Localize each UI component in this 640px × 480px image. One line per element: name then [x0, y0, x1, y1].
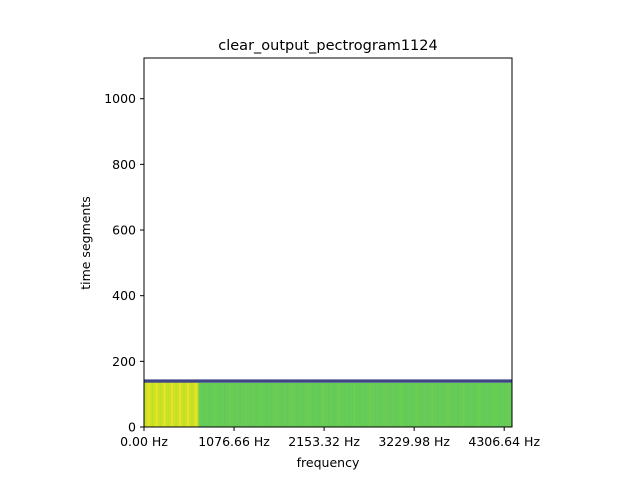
spectrogram-striation — [276, 382, 278, 427]
spectrogram-striation — [436, 382, 439, 427]
spectrogram-striation — [369, 382, 371, 427]
spectrogram-striation — [426, 382, 428, 427]
spectrogram-striation — [353, 382, 356, 427]
chart-title: clear_output_pectrogram1124 — [218, 38, 437, 54]
spectrogram-striation — [239, 382, 242, 427]
spectrogram-striation — [385, 382, 387, 427]
spectrogram-bright-striation — [144, 382, 146, 427]
spectrogram-striation — [286, 382, 288, 427]
spectrogram-striation — [359, 382, 361, 427]
spectrogram-striation — [224, 382, 226, 427]
spectrogram-striation — [400, 382, 402, 427]
spectrogram-striation — [499, 382, 501, 427]
spectrogram-striation — [348, 382, 350, 427]
spectrogram-bright-striation — [195, 382, 197, 427]
y-tick-label: 0 — [128, 420, 136, 435]
spectrogram-striation — [364, 382, 366, 427]
spectrogram-bright-striation — [171, 382, 174, 427]
spectrogram-striation — [442, 382, 444, 427]
y-tick-label: 600 — [112, 223, 136, 238]
plot-frame — [143, 57, 513, 428]
spectrogram-striation — [203, 382, 205, 427]
y-tick-label: 400 — [112, 288, 136, 303]
y-tick-label: 200 — [112, 354, 136, 369]
spectrogram-striation — [245, 382, 247, 427]
spectrogram-striation — [343, 382, 345, 427]
spectrogram-striation — [328, 382, 330, 427]
spectrogram-striation — [504, 382, 506, 427]
y-tick-label: 1000 — [104, 91, 136, 106]
spectrogram-striation — [379, 382, 382, 427]
spectrogram-striation — [410, 382, 413, 427]
spectrogram-bright-striation — [155, 382, 158, 427]
spectrogram-striation — [255, 382, 257, 427]
spectrogram-striation — [405, 382, 407, 427]
spectrogram-striation — [260, 382, 262, 427]
spectrogram-striation — [483, 382, 485, 427]
spectrogram-bright-striation — [167, 382, 170, 427]
spectrogram-striation — [462, 382, 465, 427]
spectrogram-striation — [317, 382, 319, 427]
spectrogram-striation — [250, 382, 252, 427]
spectrogram-striation — [395, 382, 397, 427]
spectrogram-boundary-band — [144, 379, 512, 383]
x-tick-label: 4306.64 Hz — [468, 434, 540, 449]
spectrogram-bright-striation — [147, 382, 150, 427]
spectrogram-striation — [421, 382, 423, 427]
spectrogram-striation — [488, 382, 490, 427]
y-axis: 0 200 400 600 800 1000 — [104, 91, 144, 435]
x-axis-label: frequency — [297, 455, 360, 470]
x-tick-label: 0.00 Hz — [120, 434, 168, 449]
spectrogram-striation — [473, 382, 475, 427]
spectrogram-bright-striation — [151, 382, 154, 427]
x-tick-label: 1076.66 Hz — [198, 434, 270, 449]
spectrogram-striation — [219, 382, 221, 427]
spectrogram-striation — [457, 382, 459, 427]
spectrogram-striation — [478, 382, 480, 427]
spectrogram-striation — [296, 382, 299, 427]
spectrogram-bright-striation — [187, 382, 189, 427]
spectrogram-striation — [333, 382, 335, 427]
spectrogram-striation — [281, 382, 283, 427]
spectrogram-striation — [416, 382, 418, 427]
x-axis: 0.00 Hz 1076.66 Hz 2153.32 Hz 3229.98 Hz 430… — [120, 427, 540, 449]
spectrogram-bright-striation — [179, 382, 181, 427]
spectrogram-striation — [312, 382, 314, 427]
spectrogram-bright-striation — [183, 382, 185, 427]
spectrogram-bright-striation — [159, 382, 162, 427]
x-tick-label: 3229.98 Hz — [378, 434, 450, 449]
spectrogram-striation — [447, 382, 449, 427]
spectrogram-striation — [322, 382, 325, 427]
x-tick-label: 2153.32 Hz — [288, 434, 360, 449]
spectrogram-bright-striation — [175, 382, 177, 427]
spectrogram-striation — [468, 382, 470, 427]
spectrogram-striation — [338, 382, 340, 427]
spectrogram-striation — [431, 382, 433, 427]
spectrogram-striation — [390, 382, 392, 427]
spectrogram-striation — [270, 382, 273, 427]
spectrogram-striation — [234, 382, 236, 427]
spectrogram-striation — [213, 382, 216, 427]
spectrogram-striation — [208, 382, 210, 427]
spectrogram-striation — [265, 382, 267, 427]
spectrogram-striation — [307, 382, 309, 427]
spectrogram-striation — [452, 382, 454, 427]
spectrogram-striation — [198, 382, 200, 427]
y-axis-label: time segments — [78, 196, 93, 290]
spectrogram-bright-striation — [191, 382, 193, 427]
spectrogram-striation — [291, 382, 293, 427]
spectrogram-striation — [374, 382, 376, 427]
spectrogram-striation — [493, 382, 496, 427]
spectrogram-striation — [229, 382, 231, 427]
y-tick-label: 800 — [112, 157, 136, 172]
spectrogram-bright-striation — [163, 382, 166, 427]
spectrogram-striation — [302, 382, 304, 427]
